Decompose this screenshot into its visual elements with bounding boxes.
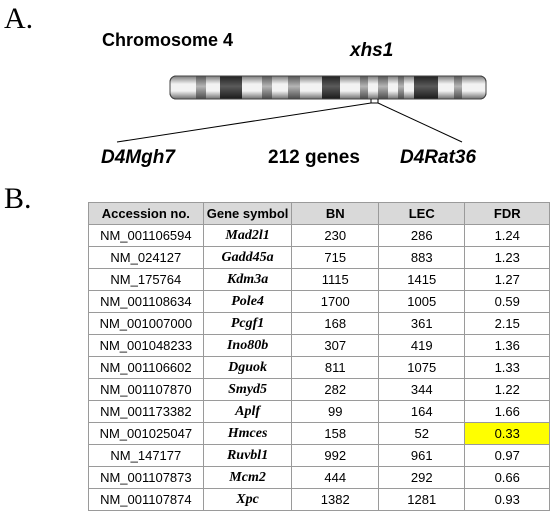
cell-accession: NM_147177 [88, 444, 204, 467]
cell-bn: 282 [291, 378, 379, 401]
cell-bn: 230 [291, 224, 379, 247]
table-row: NM_175764 Kdm3a 1115 1415 1.27 [88, 268, 550, 291]
table-body: NM_001106594 Mad2l1 230 286 1.24 NM_024127 Gad… [88, 224, 550, 511]
cell-gene-symbol: Smyd5 [202, 378, 293, 401]
chromosome-title: Chromosome 4 [102, 30, 234, 50]
locus-label: xhs1 [350, 40, 394, 61]
cell-accession: NM_001173382 [88, 400, 204, 423]
table-row: NM_001106594 Mad2l1 230 286 1.24 [88, 224, 550, 247]
column-header-fdr: FDR [464, 202, 550, 225]
table-row: NM_001048233 Ino80b 307 419 1.36 [88, 334, 550, 357]
cell-bn: 992 [291, 444, 379, 467]
cell-gene-symbol: Ruvbl1 [202, 444, 293, 467]
column-header-accession: Accession no. [88, 202, 204, 225]
cell-accession: NM_001107870 [88, 378, 204, 401]
cell-bn: 99 [291, 400, 379, 423]
cell-gene-symbol: Xpc [202, 488, 293, 511]
cell-fdr: 0.66 [464, 466, 550, 489]
chromosome-body [169, 75, 487, 100]
cell-bn: 715 [291, 246, 379, 269]
cell-lec: 361 [377, 312, 466, 335]
panel-a-label: A. [4, 2, 34, 35]
cell-bn: 307 [291, 334, 379, 357]
table-header-row: Accession no. Gene symbol BN LEC FDR [88, 202, 550, 225]
cell-accession: NM_001107873 [88, 466, 204, 489]
cell-lec: 883 [377, 246, 466, 269]
column-header-bn: BN [291, 202, 379, 225]
cell-accession: NM_001106594 [88, 224, 204, 247]
cell-bn: 1115 [291, 268, 379, 291]
table-row: NM_001007000 Pcgf1 168 361 2.15 [88, 312, 550, 335]
cell-gene-symbol: Kdm3a [202, 268, 293, 291]
cell-lec: 1075 [377, 356, 466, 379]
locus-bracket [116, 99, 463, 143]
table-row: NM_001025047 Hmces 158 52 0.33 [88, 422, 550, 445]
cell-lec: 292 [377, 466, 466, 489]
cell-bn: 811 [291, 356, 379, 379]
cell-fdr: 0.59 [464, 290, 550, 313]
right-marker-label: D4Rat36 [400, 147, 477, 168]
table-row: NM_001108634 Pole4 1700 1005 0.59 [88, 290, 550, 313]
table-row: NM_001107870 Smyd5 282 344 1.22 [88, 378, 550, 401]
cell-accession: NM_024127 [88, 246, 204, 269]
gene-count-label: 212 genes [268, 147, 360, 168]
cell-fdr: 1.27 [464, 268, 550, 291]
cell-fdr: 1.24 [464, 224, 550, 247]
table-row: NM_024127 Gadd45a 715 883 1.23 [88, 246, 550, 269]
cell-lec: 344 [377, 378, 466, 401]
cell-fdr: 0.97 [464, 444, 550, 467]
cell-accession: NM_001048233 [88, 334, 204, 357]
cell-gene-symbol: Pcgf1 [202, 312, 293, 335]
cell-lec: 961 [377, 444, 466, 467]
cell-lec: 1005 [377, 290, 466, 313]
panel-b-label: B. [4, 182, 32, 215]
cell-lec: 1281 [377, 488, 466, 511]
cell-fdr: 1.23 [464, 246, 550, 269]
column-header-gene-symbol: Gene symbol [202, 202, 293, 225]
cell-lec: 286 [377, 224, 466, 247]
cell-lec: 1415 [377, 268, 466, 291]
cell-gene-symbol: Hmces [202, 422, 293, 445]
cell-fdr: 1.66 [464, 400, 550, 423]
cell-fdr: 0.93 [464, 488, 550, 511]
cell-gene-symbol: Gadd45a [202, 246, 293, 269]
cell-accession: NM_001108634 [88, 290, 204, 313]
cell-accession: NM_001007000 [88, 312, 204, 335]
table-row: NM_001107873 Mcm2 444 292 0.66 [88, 466, 550, 489]
gene-table: Accession no. Gene symbol BN LEC FDR NM_… [88, 202, 550, 511]
cell-accession: NM_001107874 [88, 488, 204, 511]
cell-fdr: 0.33 [464, 422, 550, 445]
table-row: NM_147177 Ruvbl1 992 961 0.97 [88, 444, 550, 467]
cell-bn: 1700 [291, 290, 379, 313]
cell-gene-symbol: Aplf [202, 400, 293, 423]
cell-accession: NM_001025047 [88, 422, 204, 445]
cell-fdr: 1.22 [464, 378, 550, 401]
column-header-lec: LEC [377, 202, 466, 225]
cell-gene-symbol: Mad2l1 [202, 224, 293, 247]
cell-bn: 158 [291, 422, 379, 445]
cell-fdr: 1.36 [464, 334, 550, 357]
cell-gene-symbol: Pole4 [202, 290, 293, 313]
cell-fdr: 2.15 [464, 312, 550, 335]
cell-bn: 444 [291, 466, 379, 489]
chromosome-ideogram [116, 75, 487, 143]
left-marker-label: D4Mgh7 [101, 147, 175, 168]
cell-accession: NM_175764 [88, 268, 204, 291]
cell-lec: 419 [377, 334, 466, 357]
table-row: NM_001107874 Xpc 1382 1281 0.93 [88, 488, 550, 511]
cell-fdr: 1.33 [464, 356, 550, 379]
cell-lec: 164 [377, 400, 466, 423]
cell-gene-symbol: Mcm2 [202, 466, 293, 489]
table-row: NM_001106602 Dguok 811 1075 1.33 [88, 356, 550, 379]
cell-lec: 52 [377, 422, 466, 445]
table-row: NM_001173382 Aplf 99 164 1.66 [88, 400, 550, 423]
cell-gene-symbol: Dguok [202, 356, 293, 379]
cell-gene-symbol: Ino80b [202, 334, 293, 357]
cell-accession: NM_001106602 [88, 356, 204, 379]
cell-bn: 168 [291, 312, 379, 335]
cell-bn: 1382 [291, 488, 379, 511]
